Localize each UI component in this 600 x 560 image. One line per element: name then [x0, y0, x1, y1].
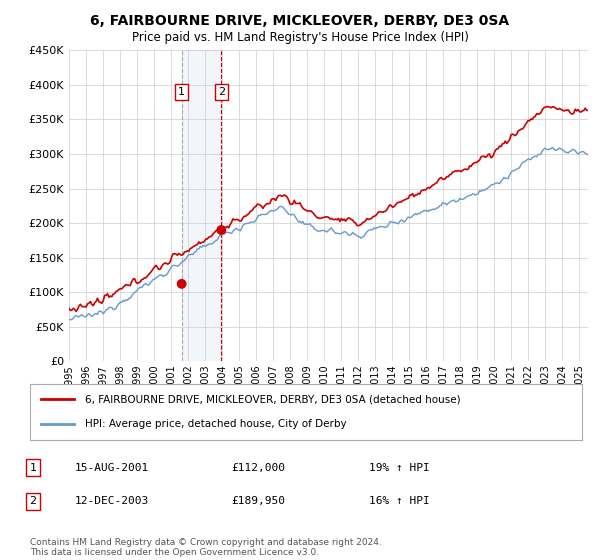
Text: £112,000: £112,000 — [231, 463, 285, 473]
Text: 6, FAIRBOURNE DRIVE, MICKLEOVER, DERBY, DE3 0SA (detached house): 6, FAIRBOURNE DRIVE, MICKLEOVER, DERBY, … — [85, 394, 461, 404]
Text: 2: 2 — [218, 87, 225, 97]
Bar — [182, 50, 221, 361]
Text: 15-AUG-2001: 15-AUG-2001 — [75, 463, 149, 473]
Point — [217, 226, 226, 235]
Text: £189,950: £189,950 — [231, 496, 285, 506]
Text: 16% ↑ HPI: 16% ↑ HPI — [369, 496, 430, 506]
Text: 12-DEC-2003: 12-DEC-2003 — [75, 496, 149, 506]
Text: Contains HM Land Registry data © Crown copyright and database right 2024.
This d: Contains HM Land Registry data © Crown c… — [30, 538, 382, 557]
Text: 2: 2 — [29, 496, 37, 506]
Text: 1: 1 — [29, 463, 37, 473]
Text: HPI: Average price, detached house, City of Derby: HPI: Average price, detached house, City… — [85, 419, 347, 429]
Text: 19% ↑ HPI: 19% ↑ HPI — [369, 463, 430, 473]
Text: 6, FAIRBOURNE DRIVE, MICKLEOVER, DERBY, DE3 0SA: 6, FAIRBOURNE DRIVE, MICKLEOVER, DERBY, … — [91, 14, 509, 28]
Text: 1: 1 — [178, 87, 185, 97]
Text: Price paid vs. HM Land Registry's House Price Index (HPI): Price paid vs. HM Land Registry's House … — [131, 31, 469, 44]
Point — [177, 279, 187, 288]
